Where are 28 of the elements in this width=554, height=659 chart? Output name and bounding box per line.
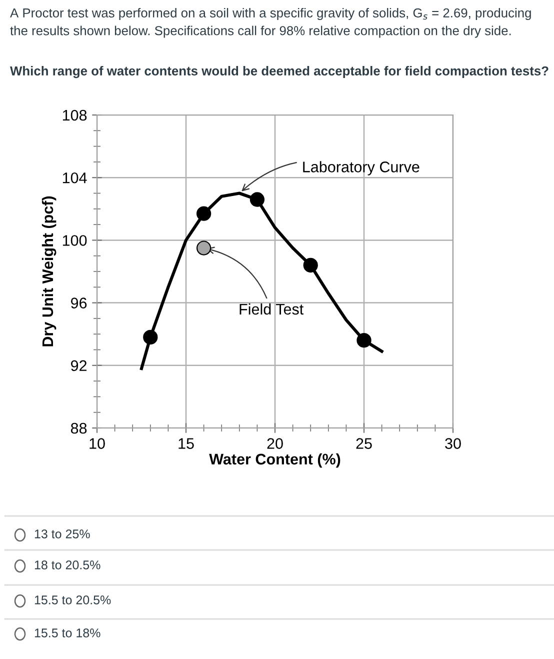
y-axis-title: Dry Unit Weight (pcf) bbox=[42, 196, 56, 346]
annotation: Field Test bbox=[240, 303, 304, 315]
y-tick-label: 88 bbox=[70, 422, 87, 434]
x-tick-label: 20 bbox=[267, 438, 283, 449]
point bbox=[356, 333, 372, 348]
y-tick-label: 100 bbox=[62, 235, 87, 246]
point bbox=[196, 206, 212, 221]
point bbox=[250, 192, 265, 207]
x-axis-title: Water Content (%) bbox=[209, 453, 340, 468]
chart-subtitle: Which range of water contents would be deemed acceptable for field compaction tests? bbox=[10, 66, 548, 78]
x-tick-label: 30 bbox=[445, 438, 461, 449]
y-tick-label: 104 bbox=[62, 172, 87, 184]
x-tick-label: 25 bbox=[356, 438, 372, 449]
annotation: Laboratory Curve bbox=[303, 161, 420, 176]
chart-title: A Proctor test was performed on a soil with a specific gravity of solids, G$_{s}$ = 2.69, producing the results shown below. Specifications call for 98% relative compaction on the dry side. bbox=[10, 8, 531, 38]
x-tick-label: 15 bbox=[178, 438, 194, 449]
y-tick-label: 96 bbox=[71, 298, 87, 308]
text: 15.5 to 20.5% bbox=[34, 596, 111, 604]
point bbox=[143, 330, 158, 345]
y-tick-label: 92 bbox=[71, 360, 87, 372]
text: 18 to 20.5% bbox=[34, 560, 100, 570]
point bbox=[196, 240, 212, 256]
x-tick-label: 10 bbox=[90, 438, 105, 449]
text: 13 to 25% bbox=[34, 530, 90, 538]
point bbox=[303, 258, 318, 273]
text: 15.5 to 18% bbox=[34, 628, 100, 638]
y-tick-label: 108 bbox=[62, 110, 87, 121]
line-series bbox=[140, 192, 384, 370]
